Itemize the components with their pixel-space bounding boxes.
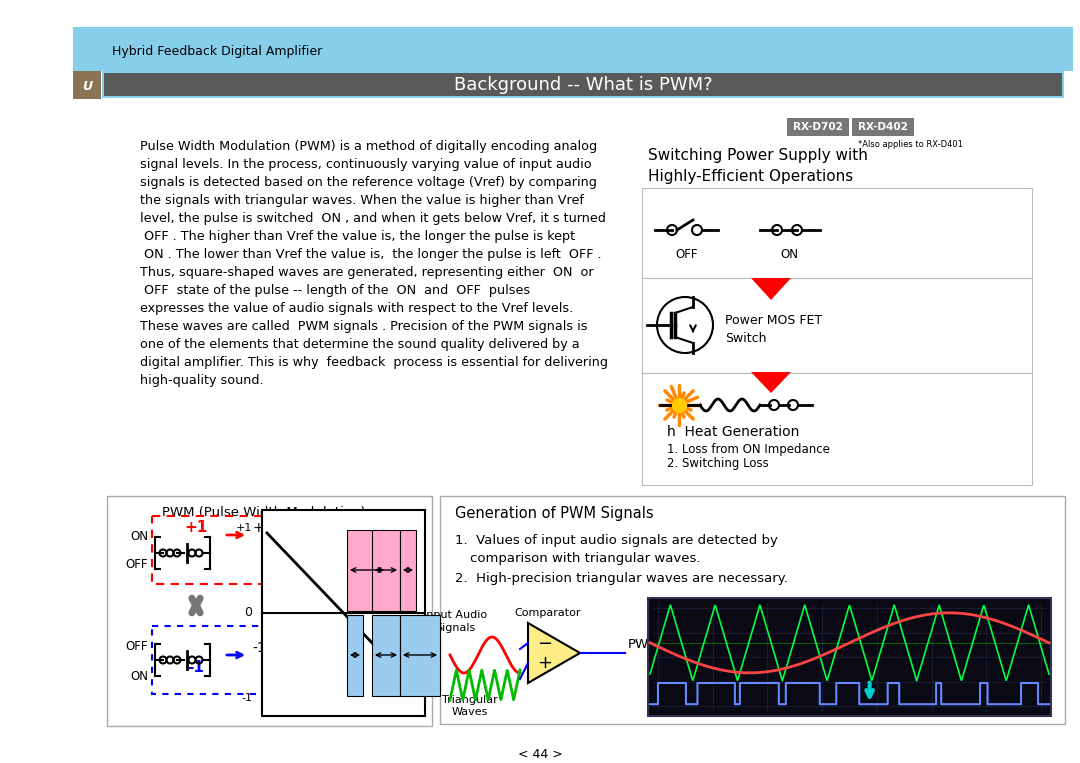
Text: Input Audio
Signals: Input Audio Signals: [423, 610, 487, 633]
Bar: [347, 615, 363, 696]
Text: *Also applies to RX-D401: *Also applies to RX-D401: [858, 140, 963, 149]
Polygon shape: [528, 623, 580, 683]
Text: < 44 >: < 44 >: [517, 748, 563, 761]
Text: +1: +1: [252, 521, 272, 535]
Text: Hybrid Feedback Digital Amplifier: Hybrid Feedback Digital Amplifier: [112, 46, 322, 59]
Bar: [102, 71, 1064, 98]
Bar: [347, 530, 387, 611]
Text: ON: ON: [130, 669, 148, 682]
Bar: [852, 118, 914, 136]
Text: ON: ON: [130, 530, 148, 543]
Text: +1: +1: [235, 523, 252, 533]
Text: -1: -1: [241, 693, 252, 703]
Text: Background -- What is PWM?: Background -- What is PWM?: [454, 76, 713, 94]
Text: ON: ON: [780, 248, 798, 261]
Text: PWM (Pulse Width Modulation): PWM (Pulse Width Modulation): [162, 506, 365, 519]
Bar: [648, 598, 1051, 716]
Bar: [400, 615, 440, 696]
Text: -1: -1: [188, 661, 204, 675]
Text: 2.  High-precision triangular waves are necessary.: 2. High-precision triangular waves are n…: [455, 572, 788, 585]
Text: U: U: [82, 79, 92, 92]
Text: +: +: [538, 654, 553, 672]
Text: Generation of PWM Signals: Generation of PWM Signals: [455, 506, 653, 521]
Text: +1: +1: [185, 520, 207, 535]
Bar: [642, 373, 1032, 485]
Text: Switching Power Supply with
Highly-Efficient Operations: Switching Power Supply with Highly-Effic…: [648, 148, 868, 184]
Text: PWM: PWM: [627, 638, 661, 651]
Text: h  Heat Generation: h Heat Generation: [667, 425, 799, 439]
Text: 1.  Values of input audio signals are detected by: 1. Values of input audio signals are det…: [455, 534, 778, 547]
Text: -1: -1: [252, 641, 266, 655]
Text: RX-D702: RX-D702: [793, 122, 842, 132]
Bar: [262, 510, 426, 716]
Bar: [372, 615, 400, 696]
Bar: [104, 73, 1062, 96]
Text: RX-D402: RX-D402: [859, 122, 908, 132]
Text: OFF: OFF: [125, 559, 148, 571]
Text: Triangular
Waves: Triangular Waves: [442, 695, 498, 717]
Text: Comparator: Comparator: [515, 608, 581, 618]
Text: Power MOS FET
Switch: Power MOS FET Switch: [725, 314, 822, 345]
Text: Pulse Width Modulation (PWM) is a method of digitally encoding analog
signal lev: Pulse Width Modulation (PWM) is a method…: [140, 140, 608, 387]
Bar: [400, 530, 416, 611]
Text: −: −: [538, 635, 553, 653]
Bar: [642, 188, 1032, 278]
Text: OFF: OFF: [676, 248, 699, 261]
Bar: [372, 530, 400, 611]
Bar: [73, 27, 1074, 71]
Text: 1. Loss from ON Impedance: 1. Loss from ON Impedance: [667, 443, 829, 456]
Text: 0: 0: [244, 607, 252, 620]
Bar: [152, 626, 270, 694]
Bar: [73, 71, 102, 99]
Text: OFF: OFF: [125, 640, 148, 653]
Polygon shape: [751, 372, 791, 393]
Bar: [152, 516, 270, 584]
Bar: [787, 118, 849, 136]
Text: comparison with triangular waves.: comparison with triangular waves.: [470, 552, 701, 565]
Polygon shape: [751, 278, 791, 300]
Bar: [440, 496, 1065, 724]
Bar: [107, 496, 432, 726]
Bar: [642, 278, 1032, 373]
Text: 2. Switching Loss: 2. Switching Loss: [667, 457, 769, 470]
